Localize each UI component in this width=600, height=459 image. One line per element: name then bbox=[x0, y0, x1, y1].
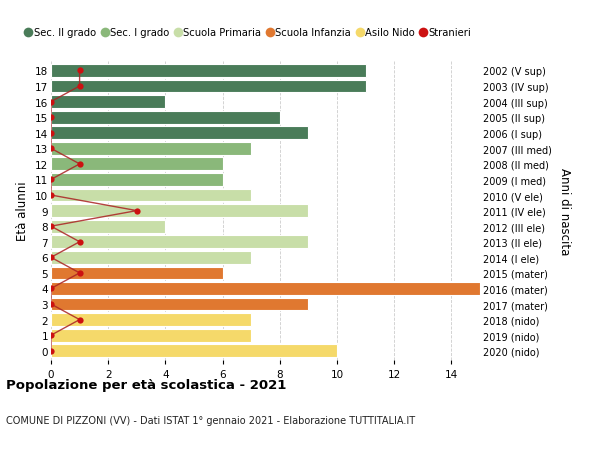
Bar bbox=[51, 313, 251, 326]
Bar bbox=[51, 143, 251, 155]
Bar bbox=[51, 236, 308, 249]
Bar bbox=[51, 112, 280, 124]
Bar bbox=[51, 96, 166, 109]
Bar bbox=[51, 80, 365, 93]
Y-axis label: Anni di nascita: Anni di nascita bbox=[558, 168, 571, 255]
Bar bbox=[51, 267, 223, 280]
Text: COMUNE DI PIZZONI (VV) - Dati ISTAT 1° gennaio 2021 - Elaborazione TUTTITALIA.IT: COMUNE DI PIZZONI (VV) - Dati ISTAT 1° g… bbox=[6, 415, 415, 425]
Y-axis label: Età alunni: Età alunni bbox=[16, 181, 29, 241]
Bar bbox=[51, 329, 251, 342]
Bar bbox=[51, 282, 480, 295]
Bar bbox=[51, 298, 308, 311]
Bar bbox=[51, 189, 251, 202]
Bar bbox=[51, 252, 251, 264]
Bar bbox=[51, 220, 166, 233]
Legend: Sec. II grado, Sec. I grado, Scuola Primaria, Scuola Infanzia, Asilo Nido, Stran: Sec. II grado, Sec. I grado, Scuola Prim… bbox=[26, 28, 472, 38]
Text: Popolazione per età scolastica - 2021: Popolazione per età scolastica - 2021 bbox=[6, 379, 286, 392]
Bar bbox=[51, 158, 223, 171]
Bar bbox=[51, 65, 365, 78]
Bar bbox=[51, 345, 337, 358]
Bar bbox=[51, 205, 308, 218]
Bar bbox=[51, 127, 308, 140]
Bar bbox=[51, 174, 223, 186]
